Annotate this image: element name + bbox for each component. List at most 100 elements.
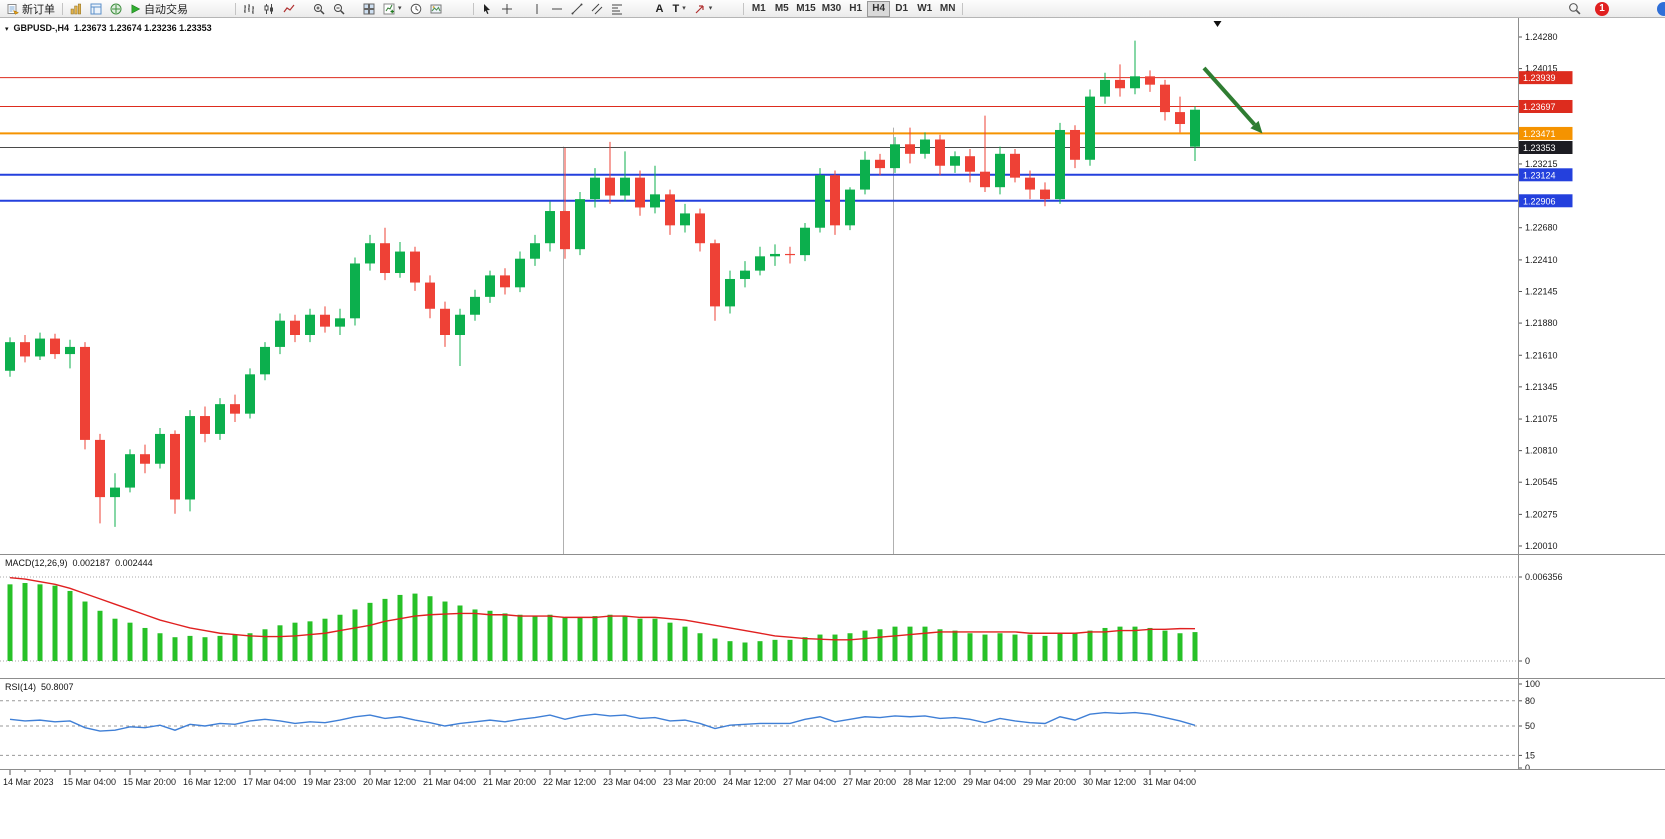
candle-chart-button[interactable] [259, 1, 279, 17]
main-chart[interactable] [0, 18, 1518, 555]
navigator-button[interactable] [106, 1, 126, 17]
search-button[interactable] [1564, 1, 1585, 17]
fibonacci-button[interactable] [607, 1, 627, 17]
clock-icon [410, 3, 421, 14]
rsi-axis-label: 100 [1525, 679, 1540, 689]
macd-histogram-bar [1192, 632, 1198, 661]
toolbar-separator [962, 2, 964, 15]
text-label-button[interactable]: T ▾ [669, 1, 690, 17]
arrows-button[interactable]: ▾ [690, 1, 717, 17]
snapshot-button[interactable] [426, 1, 446, 17]
templates-button[interactable] [406, 1, 426, 17]
trendline-button[interactable] [567, 1, 587, 17]
macd-histogram-bar [1072, 633, 1078, 661]
candle-body [980, 171, 990, 188]
macd-histogram-bar [442, 601, 448, 661]
macd-histogram-bar [952, 630, 958, 661]
macd-histogram-bar [232, 634, 238, 661]
candle-body [425, 282, 435, 309]
macd-histogram-bar [367, 602, 373, 661]
macd-histogram-bar [307, 621, 313, 661]
timeframe-button-M15[interactable]: M15 [793, 1, 818, 17]
toolbar-separator [743, 2, 745, 15]
time-axis-label: 17 Mar 04:00 [243, 777, 296, 787]
macd-histogram-bar [1102, 627, 1108, 661]
timeframe-button-M30[interactable]: M30 [819, 1, 844, 17]
vertical-line-button[interactable] [527, 1, 547, 17]
macd-panel[interactable] [0, 555, 1518, 679]
timeframe-button-MN[interactable]: MN [936, 1, 959, 17]
vertical-line-icon [536, 3, 538, 14]
market-watch-button[interactable] [86, 1, 106, 17]
time-axis-label: 23 Mar 04:00 [603, 777, 656, 787]
zoom-out-button[interactable] [329, 1, 349, 17]
crosshair-button[interactable] [497, 1, 517, 17]
time-axis[interactable]: 14 Mar 2023 15 Mar 04:00 15 Mar 20:00 16 Ma… [0, 770, 1665, 792]
candle-body [875, 159, 885, 169]
price-axis[interactable]: 1.24280 1.24015 1.23215 1.22680 1.22410 1.221… [1518, 18, 1665, 770]
macd-histogram-bar [967, 633, 973, 661]
indicators-button[interactable]: ▾ [379, 1, 406, 17]
candle-body [50, 338, 60, 355]
macd-histogram-bar [757, 641, 763, 661]
new-order-button[interactable]: 新订单 [3, 1, 59, 17]
macd-histogram-bar [112, 618, 118, 661]
trend-arrow-object[interactable] [1202, 66, 1257, 126]
candle-body [80, 346, 90, 440]
timeframe-button-M5[interactable]: M5 [770, 1, 793, 17]
charts-button[interactable] [66, 1, 86, 17]
axis-border [1518, 18, 1519, 770]
cursor-button[interactable] [477, 1, 497, 17]
market-watch-icon [90, 3, 102, 14]
fibonacci-icon [611, 4, 622, 14]
macd-histogram-bar [37, 584, 43, 661]
timeframe-button-M1[interactable]: M1 [747, 1, 770, 17]
time-axis-label: 14 Mar 2023 [3, 777, 54, 787]
macd-histogram-bar [457, 605, 463, 661]
timeframe-button-D1[interactable]: D1 [890, 1, 913, 17]
candle-body [260, 346, 270, 375]
candle-body [1010, 153, 1020, 178]
candle-body [170, 433, 180, 500]
timeframe-button-H1[interactable]: H1 [844, 1, 867, 17]
crosshair-icon [501, 3, 512, 14]
candle-body [515, 258, 525, 288]
candle-body [800, 227, 810, 256]
candle-body [1175, 112, 1185, 125]
candle-body [155, 433, 165, 464]
price-axis-label: 1.23215 [1525, 159, 1558, 169]
panel-separator[interactable] [0, 678, 1665, 679]
candle-body [650, 194, 660, 208]
candle-body [635, 177, 645, 208]
zoom-in-button[interactable] [309, 1, 329, 17]
panel-separator[interactable] [0, 554, 1665, 555]
candle-body [620, 177, 630, 196]
macd-histogram-bar [157, 633, 163, 661]
macd-histogram-bar [142, 627, 148, 661]
candle-body [275, 320, 285, 347]
macd-histogram-bar [922, 626, 928, 661]
time-axis-label: 15 Mar 04:00 [63, 777, 116, 787]
time-axis-label: 22 Mar 12:00 [543, 777, 596, 787]
text-button[interactable]: A [651, 1, 669, 17]
line-chart-button[interactable] [279, 1, 299, 17]
candle-body [500, 275, 510, 288]
tile-windows-button[interactable] [359, 1, 379, 17]
svg-text:1.23697: 1.23697 [1523, 102, 1556, 112]
timeframe-button-W1[interactable]: W1 [913, 1, 936, 17]
channel-button[interactable] [587, 1, 607, 17]
chart-collapse-icon[interactable]: ▾ [5, 26, 9, 33]
macd-histogram-bar [67, 590, 73, 661]
timeframe-button-H4[interactable]: H4 [867, 0, 891, 17]
rsi-panel[interactable] [0, 679, 1518, 770]
candle-body [530, 243, 540, 259]
candle-body [1025, 177, 1035, 190]
trend-arrow-head [1250, 120, 1263, 134]
macd-histogram-bar [247, 633, 253, 661]
autotrade-button[interactable]: 自动交易 [126, 1, 192, 17]
candle-body [230, 404, 240, 414]
bar-chart-button[interactable] [239, 1, 259, 17]
indicators-icon [383, 3, 395, 14]
horizontal-line-button[interactable] [547, 1, 567, 17]
notification-badge[interactable]: 1 [1595, 1, 1609, 16]
